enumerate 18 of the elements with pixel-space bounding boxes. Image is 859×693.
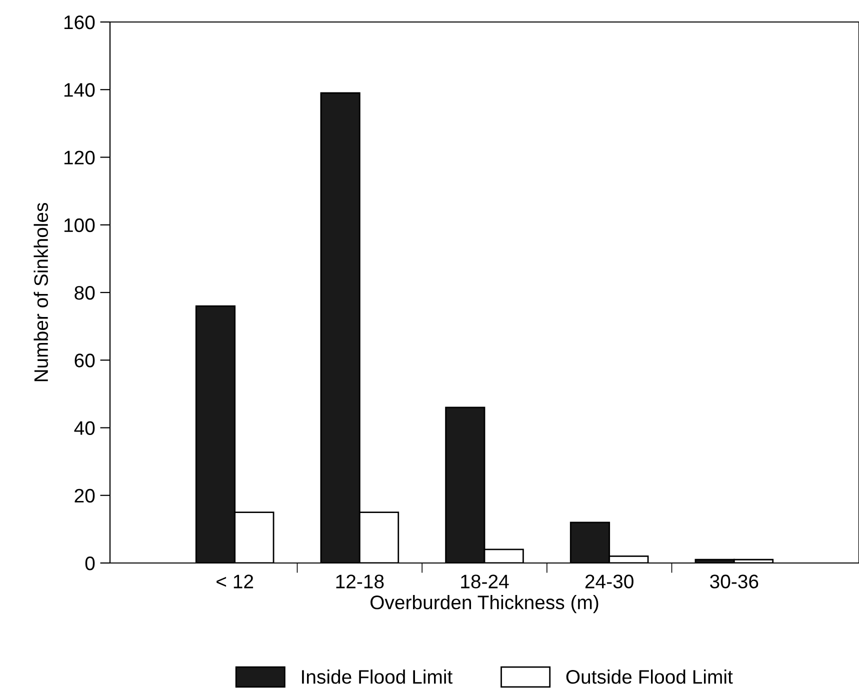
x-tick-label: < 12 [216,574,254,588]
x-tick-label: 24-30 [585,574,634,588]
y-tick-label: 0 [85,556,95,570]
y-tick-label: 120 [64,150,95,164]
y-tick-label: 160 [64,15,95,30]
y-tick-label: 140 [64,83,95,97]
y-axis-title: Number of Sinkholes [34,202,48,382]
legend-label: Outside Flood Limit [566,669,733,684]
y-tick-label: 60 [74,354,95,368]
x-tick-label: 12-18 [336,574,384,588]
x-tick-label: 30-36 [710,574,758,588]
y-tick-label: 20 [74,488,95,503]
y-tick-label: 100 [64,218,95,232]
x-axis-title: Overburden Thickness (m) [370,595,598,614]
x-tick-label: 18-24 [461,574,509,588]
y-tick-label: 80 [74,286,95,300]
y-tick-label: 40 [74,421,95,435]
legend-label: Inside Flood Limit [302,669,452,684]
